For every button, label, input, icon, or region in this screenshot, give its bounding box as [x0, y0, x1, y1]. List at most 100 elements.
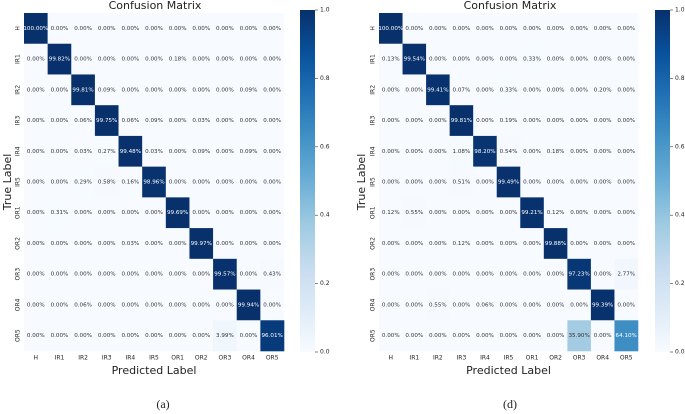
- heatmap-cell: [236, 105, 261, 137]
- heatmap-cell: [379, 197, 403, 229]
- cell-label: 0.00%: [429, 57, 447, 63]
- heatmap-cell: [614, 197, 639, 229]
- cell-label: 0.00%: [51, 149, 69, 155]
- y-tick-label: OR3: [370, 268, 377, 281]
- heatmap-cell: [496, 13, 521, 45]
- y-tick-label: H: [15, 26, 22, 31]
- cell-label: 0.20%: [594, 87, 612, 93]
- heatmap-cell: [94, 43, 119, 75]
- heatmap-cell: [71, 166, 96, 198]
- cell-label: 0.00%: [405, 149, 423, 155]
- cell-label: 0.00%: [27, 272, 45, 278]
- cell-label: 0.00%: [476, 210, 494, 216]
- heatmap-cell: [260, 135, 285, 167]
- cell-label: 0.00%: [405, 118, 423, 124]
- cell-label: 0.12%: [453, 241, 471, 247]
- heatmap-cell: [260, 105, 285, 137]
- heatmap-cell: [94, 320, 119, 352]
- cell-label: 0.00%: [240, 210, 258, 216]
- cell-label: 0.00%: [192, 87, 210, 93]
- cell-label: 0.00%: [500, 57, 518, 63]
- heatmap-cell: [543, 258, 568, 290]
- heatmap-cell: [189, 258, 214, 290]
- cell-label: 0.00%: [405, 26, 423, 32]
- cell-label: 0.00%: [617, 26, 635, 32]
- cell-label: 0.00%: [547, 57, 565, 63]
- heatmap-cell: [567, 197, 592, 229]
- x-tick-label: OR5: [620, 355, 633, 362]
- cell-label: 0.00%: [240, 26, 258, 32]
- heatmap-cell: [426, 197, 450, 229]
- heatmap-cell: [614, 13, 639, 45]
- cell-label: 0.00%: [121, 57, 139, 63]
- cell-label: 0.00%: [263, 241, 281, 247]
- heatmap-cell: [402, 13, 427, 45]
- cell-label: 0.00%: [547, 333, 565, 339]
- cell-label: 0.00%: [263, 149, 281, 155]
- cell-label: 0.00%: [453, 57, 471, 63]
- heatmap-cell: [24, 105, 48, 137]
- cell-label: 0.09%: [192, 149, 210, 155]
- heatmap-cell: [189, 166, 214, 198]
- heatmap-cell: [71, 258, 96, 290]
- heatmap-cell: [473, 13, 498, 45]
- colorbar-tick-label: 0.6: [675, 143, 685, 150]
- y-tick-label: OR2: [15, 237, 22, 250]
- heatmap-cell: [236, 228, 261, 260]
- heatmap-cell: [496, 197, 521, 229]
- x-tick-label: H: [389, 355, 394, 362]
- heatmap-cell: [94, 289, 119, 321]
- y-tick-label: IR3: [15, 115, 22, 125]
- heatmap-cell: [496, 166, 521, 198]
- cell-label: 0.13%: [382, 57, 400, 63]
- cell-label: 0.00%: [382, 149, 400, 155]
- heatmap-cell: [402, 258, 427, 290]
- cell-label: 0.00%: [263, 210, 281, 216]
- cell-label: 0.00%: [145, 302, 163, 308]
- cell-label: 0.03%: [145, 149, 163, 155]
- cell-label: 0.00%: [98, 333, 116, 339]
- x-tick-label: OR5: [266, 355, 279, 362]
- cell-label: 0.00%: [145, 333, 163, 339]
- cell-label: 0.00%: [51, 87, 69, 93]
- heatmap-cell: [520, 13, 545, 45]
- cell-label: 0.00%: [263, 87, 281, 93]
- cell-label: 0.00%: [263, 57, 281, 63]
- heatmap-cell: [590, 135, 615, 167]
- cell-label: 0.00%: [216, 149, 234, 155]
- heatmap-cell: [402, 289, 427, 321]
- heatmap-cell: [567, 105, 592, 137]
- heatmap-cell: [520, 197, 545, 229]
- cell-label: 0.00%: [547, 302, 565, 308]
- cell-label: 0.00%: [617, 87, 635, 93]
- cell-label: 0.00%: [216, 26, 234, 32]
- cell-label: 0.03%: [74, 149, 92, 155]
- heatmap-cell: [260, 43, 285, 75]
- heatmap-cell: [165, 258, 190, 290]
- cell-label: 0.00%: [523, 272, 541, 278]
- heatmap-cell: [449, 197, 474, 229]
- cell-label: 99.49%: [498, 180, 519, 186]
- cell-label: 0.00%: [382, 118, 400, 124]
- heatmap-cell: [236, 289, 261, 321]
- y-tick-label: IR1: [370, 54, 377, 64]
- heatmap-cell: [590, 228, 615, 260]
- heatmap-cell: [590, 74, 615, 106]
- cell-label: 0.00%: [98, 210, 116, 216]
- cell-label: 0.00%: [429, 26, 447, 32]
- heatmap-cell: [71, 197, 96, 229]
- heatmap-cell: [118, 197, 143, 229]
- cell-label: 0.00%: [617, 180, 635, 186]
- heatmap-cell: [47, 74, 72, 106]
- y-tick-label: IR1: [15, 54, 22, 64]
- heatmap-cell: [213, 135, 238, 167]
- heatmap-cell: [236, 166, 261, 198]
- heatmap-cell: [142, 135, 167, 167]
- cell-label: 99.39%: [592, 302, 613, 308]
- heatmap-cell: [496, 320, 521, 352]
- heatmap-cell: [189, 228, 214, 260]
- cell-label: 0.00%: [570, 302, 588, 308]
- cell-label: 0.00%: [453, 333, 471, 339]
- cell-label: 0.00%: [453, 210, 471, 216]
- colorbar-tick-label: 0.6: [320, 143, 330, 150]
